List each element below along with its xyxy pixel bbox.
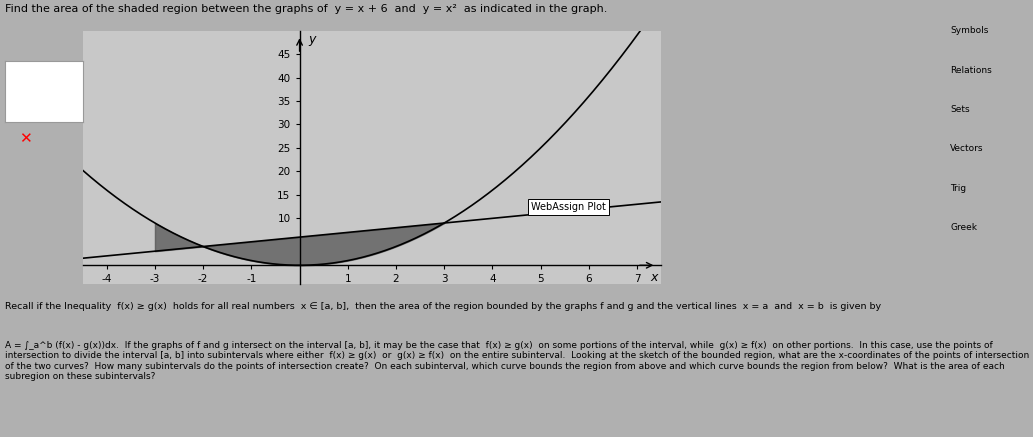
Text: ✕: ✕	[20, 131, 32, 146]
Text: Symbols: Symbols	[950, 26, 989, 35]
Text: Greek: Greek	[950, 223, 977, 232]
Text: x: x	[650, 271, 658, 284]
Text: Sets: Sets	[950, 105, 970, 114]
Text: WebAssign Plot: WebAssign Plot	[531, 201, 605, 212]
Text: Find the area of the shaded region between the graphs of  y = x + 6  and  y = x²: Find the area of the shaded region betwe…	[5, 4, 607, 14]
Text: Vectors: Vectors	[950, 144, 983, 153]
Text: Recall if the Inequality  f(x) ≥ g(x)  holds for all real numbers  x ∈ [a, b],  : Recall if the Inequality f(x) ≥ g(x) hol…	[5, 302, 881, 311]
Text: Trig: Trig	[950, 184, 967, 193]
Text: y: y	[308, 34, 315, 46]
Text: Relations: Relations	[950, 66, 992, 75]
Text: A = ∫_a^b (f(x) - g(x))dx.  If the graphs of f and g intersect on the interval [: A = ∫_a^b (f(x) - g(x))dx. If the graphs…	[5, 341, 1030, 381]
